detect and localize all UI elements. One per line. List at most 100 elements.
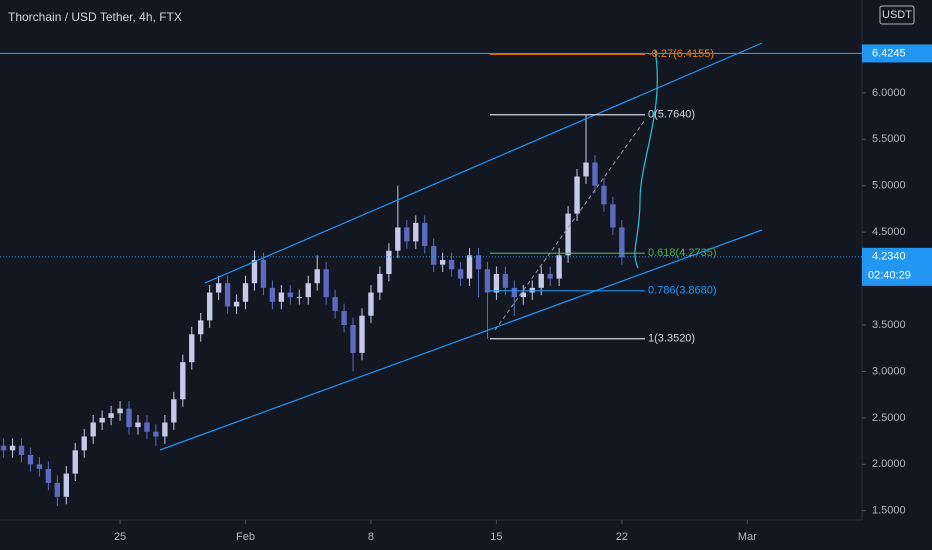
- candle-body: [153, 431, 159, 437]
- candle-body: [493, 273, 500, 293]
- candle-body: [386, 250, 392, 274]
- fib-label: 0(5.7640): [648, 109, 695, 121]
- candle-body: [45, 468, 52, 483]
- candle-body: [180, 362, 186, 400]
- candle-body: [27, 455, 34, 465]
- fib-label: 0.618(4.2735): [648, 247, 717, 259]
- x-tick-label: 15: [490, 531, 502, 543]
- candle-body: [359, 315, 365, 353]
- x-tick-label: 25: [114, 531, 126, 543]
- countdown-label: 02:40:29: [868, 270, 911, 282]
- candle-body: [233, 301, 240, 307]
- candle-body: [126, 408, 132, 428]
- fib-label: -0.27(6.4155): [648, 48, 714, 60]
- candle-body: [269, 287, 276, 302]
- candle-body: [377, 273, 383, 293]
- last-price-box: [862, 247, 932, 286]
- candle-body: [422, 222, 428, 247]
- candle-body: [81, 436, 87, 451]
- candle-body: [63, 473, 69, 497]
- candle-body: [296, 297, 302, 299]
- candle-body: [547, 273, 553, 279]
- candle-body: [457, 269, 464, 279]
- last-price-label: 4.2340: [872, 251, 906, 263]
- y-tick-label: 5.5000: [872, 133, 906, 145]
- currency-box[interactable]: [879, 5, 915, 25]
- plot: [0, 114, 625, 507]
- projection-curve: [634, 49, 658, 269]
- candle-body: [439, 260, 446, 265]
- y-tick-label: 3.0000: [872, 365, 906, 377]
- candle-body: [448, 260, 455, 270]
- y-tick-label: 2.0000: [872, 458, 906, 470]
- chart-title: Thorchain / USD Tether, 4h, FTX: [8, 10, 182, 24]
- candle-body: [18, 445, 25, 455]
- y-tick-label: 3.5000: [872, 319, 906, 331]
- candle-body: [287, 292, 294, 298]
- candle-body: [189, 334, 195, 363]
- candle-body: [72, 450, 78, 474]
- x-tick-label: Mar: [738, 531, 757, 543]
- candle-body: [323, 269, 329, 298]
- fib-trend-line: [494, 119, 646, 331]
- candle-body: [278, 292, 285, 302]
- candle-body: [592, 162, 598, 186]
- candle-body: [162, 422, 168, 437]
- candle-body: [466, 255, 473, 279]
- candle-body: [135, 422, 141, 428]
- price-label-box: [862, 44, 932, 63]
- y-tick-label: 6.0000: [872, 87, 906, 99]
- candle-body: [305, 283, 311, 298]
- candle-body: [484, 269, 491, 293]
- candle-body: [215, 283, 222, 293]
- candle-body: [242, 283, 249, 302]
- candle-body: [260, 260, 267, 288]
- candle-body: [619, 227, 625, 258]
- fib-label: 0.786(3.8680): [648, 285, 717, 297]
- x-tick-label: Feb: [236, 531, 255, 543]
- candle-body: [224, 283, 231, 307]
- candle-body: [529, 287, 535, 293]
- candle-body: [520, 292, 526, 298]
- candle-body: [475, 255, 482, 270]
- candle-body: [206, 292, 213, 321]
- candle-body: [171, 399, 177, 423]
- candle-body: [368, 292, 374, 316]
- price-label: 6.4245: [872, 47, 906, 59]
- candle-body: [198, 320, 204, 335]
- candle-body: [574, 176, 580, 214]
- candle-body: [502, 273, 509, 288]
- x-tick-label: 22: [616, 531, 628, 543]
- candle-body: [54, 482, 61, 497]
- candle-body: [332, 297, 338, 312]
- candle-body: [583, 162, 589, 177]
- candle-body: [99, 417, 105, 423]
- candle-body: [251, 260, 258, 284]
- y-tick-label: 5.0000: [872, 180, 906, 192]
- candle-body: [610, 204, 616, 228]
- candle-body: [601, 185, 607, 205]
- y-tick-label: 2.5000: [872, 412, 906, 424]
- candle-body: [404, 227, 410, 242]
- x-tick-label: 8: [368, 531, 374, 543]
- candle-body: [144, 422, 150, 432]
- candle-body: [565, 213, 571, 256]
- candle-body: [117, 408, 123, 414]
- candle-body: [9, 445, 16, 451]
- drawings: [159, 42, 763, 451]
- candle-body: [36, 464, 43, 469]
- candle-body: [90, 422, 96, 437]
- candle-body: [538, 273, 544, 288]
- channel-upper: [204, 42, 763, 284]
- currency-label: USDT: [882, 9, 912, 21]
- candle-body: [0, 445, 7, 451]
- candle-body: [350, 325, 356, 353]
- candle-body: [413, 222, 419, 242]
- candle-body: [108, 413, 114, 418]
- candle-body: [395, 227, 401, 251]
- candle-body: [314, 269, 320, 284]
- y-tick-label: 4.5000: [872, 226, 906, 238]
